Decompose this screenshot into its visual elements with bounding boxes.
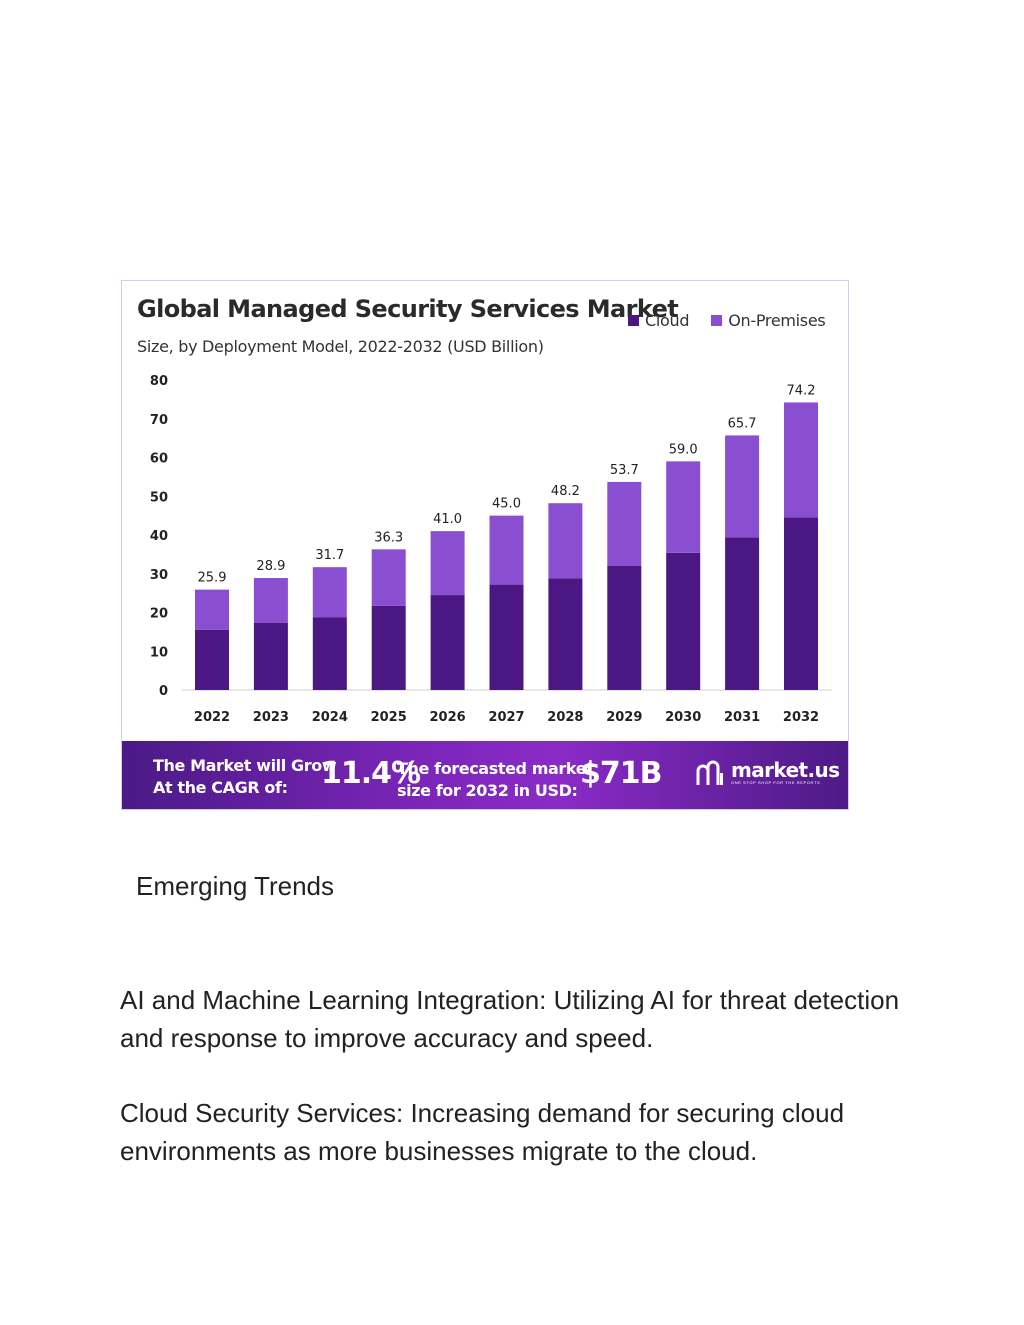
y-tick-label: 40: [150, 529, 168, 544]
bar-total-label-2030: 59.0: [669, 442, 698, 457]
market-us-logo-icon: [696, 760, 723, 785]
x-tick-label-2024: 2024: [312, 710, 348, 725]
paragraph-cloud-security: Cloud Security Services: Increasing dema…: [120, 1098, 845, 1166]
cagr-caption-line-2: At the CAGR of:: [153, 778, 288, 797]
legend-swatch-on-premises: [711, 315, 723, 326]
forecast-caption-line-1: The forecasted market: [397, 759, 594, 778]
legend-item-cloud: Cloud: [628, 311, 690, 330]
x-tick-label-2025: 2025: [371, 710, 407, 725]
cagr-caption: The Market will Grow At the CAGR of:: [153, 755, 337, 799]
chart-legend: Cloud On-Premises: [628, 311, 826, 330]
bar-total-label-2029: 53.7: [610, 463, 639, 478]
bar-total-label-2022: 25.9: [198, 571, 227, 586]
summary-banner: The Market will Grow At the CAGR of: 11.…: [122, 741, 848, 809]
bar-cloud-2029: [607, 566, 642, 690]
bar-cloud-2025: [371, 605, 406, 690]
y-tick-label: 70: [150, 413, 168, 428]
x-tick-label-2030: 2030: [665, 710, 701, 725]
legend-label-on-premises: On-Premises: [728, 311, 826, 330]
bar-cloud-2030: [666, 552, 701, 690]
bar-total-label-2025: 36.3: [374, 530, 403, 545]
bar-on-premises-2028: [548, 503, 583, 579]
forecast-caption-line-2: size for 2032 in USD:: [397, 781, 578, 800]
x-tick-label-2027: 2027: [488, 710, 524, 725]
bar-on-premises-2023: [253, 578, 288, 623]
bar-on-premises-2029: [607, 481, 642, 566]
forecast-value: $71B: [580, 756, 662, 791]
x-tick-label-2029: 2029: [606, 710, 642, 725]
y-tick-label: 20: [150, 607, 168, 622]
bar-cloud-2026: [430, 595, 465, 690]
bar-total-label-2024: 31.7: [315, 548, 344, 563]
cagr-value: 11.4%: [321, 756, 421, 791]
bar-on-premises-2024: [312, 567, 347, 618]
bar-cloud-2027: [489, 584, 524, 690]
brand-tagline: ONE STOP SHOP FOR THE REPORTS: [731, 780, 821, 785]
x-tick-label-2023: 2023: [253, 710, 289, 725]
market-chart-figure: Global Managed Security Services Market …: [121, 280, 849, 810]
bar-cloud-2032: [784, 517, 818, 690]
bar-on-premises-2030: [666, 461, 701, 553]
y-tick-label: 80: [150, 374, 168, 389]
x-tick-label-2032: 2032: [783, 710, 819, 725]
bar-on-premises-2026: [430, 531, 465, 596]
bar-total-label-2023: 28.9: [256, 559, 285, 574]
bar-on-premises-2025: [371, 549, 406, 606]
chart-subtitle: Size, by Deployment Model, 2022-2032 (US…: [137, 337, 544, 356]
bar-on-premises-2022: [195, 589, 229, 630]
legend-label-cloud: Cloud: [645, 311, 690, 330]
bar-cloud-2031: [725, 537, 760, 690]
bar-total-label-2028: 48.2: [551, 484, 580, 499]
y-tick-label: 50: [150, 490, 168, 505]
bar-total-label-2031: 65.7: [728, 416, 757, 431]
cagr-caption-line-1: The Market will Grow: [153, 756, 337, 775]
chart-title: Global Managed Security Services Market: [137, 295, 679, 323]
y-tick-label: 10: [150, 645, 168, 660]
x-tick-label-2026: 2026: [430, 710, 466, 725]
bar-cloud-2024: [312, 617, 347, 690]
bar-on-premises-2027: [489, 515, 524, 585]
bar-cloud-2022: [195, 629, 229, 690]
legend-item-on-premises: On-Premises: [711, 311, 826, 330]
bar-on-premises-2031: [725, 435, 760, 538]
bar-cloud-2028: [548, 578, 583, 690]
bar-on-premises-2032: [784, 402, 818, 518]
paragraph-ai-ml: AI and Machine Learning Integration: Uti…: [120, 985, 900, 1053]
market-us-logo: market.us ONE STOP SHOP FOR THE REPORTS: [695, 758, 840, 787]
brand-name: market.us: [731, 758, 840, 782]
y-tick-label: 0: [159, 684, 168, 699]
bar-chart: 0102030405060708025.9202228.9202331.7202…: [150, 374, 832, 725]
bar-total-label-2027: 45.0: [492, 497, 521, 512]
forecast-caption: The forecasted market size for 2032 in U…: [397, 758, 594, 802]
section-heading: Emerging Trends: [136, 871, 334, 901]
y-tick-label: 60: [150, 452, 168, 467]
x-tick-label-2028: 2028: [547, 710, 583, 725]
bar-total-label-2026: 41.0: [433, 512, 462, 527]
x-tick-label-2031: 2031: [724, 710, 760, 725]
bar-cloud-2023: [253, 622, 288, 690]
y-tick-label: 30: [150, 568, 168, 583]
x-tick-label-2022: 2022: [194, 710, 230, 725]
legend-swatch-cloud: [628, 315, 639, 326]
bar-total-label-2032: 74.2: [787, 383, 816, 398]
